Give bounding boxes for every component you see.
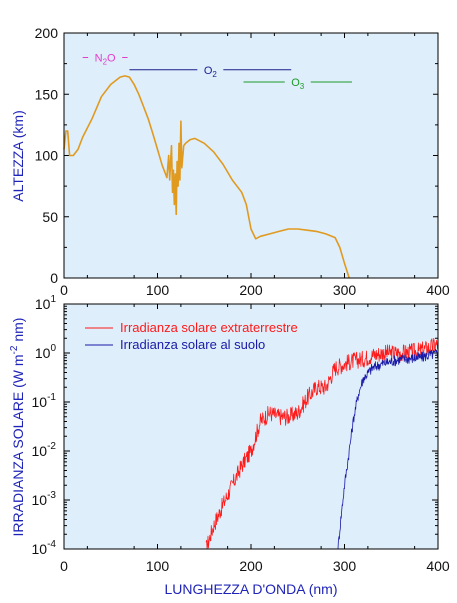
irradiance-y-label-part1: IRRADIANZA SOLARE (W m [10, 354, 26, 536]
tick-exponent: -2 [47, 441, 56, 452]
x-tick-label: 0 [60, 558, 68, 574]
altitude-series [63, 75, 350, 279]
annotation-label: O3 [291, 77, 305, 91]
extraterrestrial-irradiance-line [205, 337, 439, 550]
x-tick-label: 300 [333, 282, 357, 298]
annotation-subscript: 3 [300, 82, 305, 91]
tick-exponent: -3 [47, 490, 56, 501]
annotation-symbol: O [291, 77, 300, 89]
tick-base: 10 [32, 492, 48, 508]
y-tick-label: 100 [35, 343, 57, 361]
x-tick-label: 200 [239, 282, 263, 298]
ground-irradiance-line [337, 348, 439, 550]
x-tick-label: 300 [333, 558, 357, 574]
y-tick-label: 150 [35, 86, 59, 102]
annotation-subscript: 2 [212, 70, 217, 79]
annotation-label: O2 [204, 65, 218, 79]
x-tick-label: 100 [146, 558, 170, 574]
annotation-symbol: O [107, 53, 116, 65]
irradiance-y-label-sup: -2 [9, 345, 20, 354]
tick-exponent: 0 [50, 343, 56, 354]
irradiance-y-axis-label: IRRADIANZA SOLARE (W m-2 nm) [9, 318, 26, 537]
y-tick-label: 10-1 [32, 392, 57, 410]
legend: Irradianza solare extraterrestre Irradian… [85, 320, 298, 352]
altitude-plot-frame [63, 32, 439, 279]
legend-label: Irradianza solare extraterrestre [120, 320, 298, 335]
altitude-axis-ticks: 0 100 200 300 400 0 50 100 150 200 [35, 25, 450, 298]
irradiance-x-axis-label: LUNGHEZZA D'ONDA (nm) [164, 581, 337, 597]
x-tick-label: 0 [60, 282, 68, 298]
tick-base: 10 [35, 345, 51, 361]
altitude-y-axis-label: ALTEZZA (km) [10, 110, 26, 202]
y-tick-label: 10-2 [32, 441, 57, 459]
annotation-label: N2O [95, 53, 116, 67]
x-tick-label: 400 [426, 558, 450, 574]
tick-exponent: -1 [47, 392, 56, 403]
tick-base: 10 [35, 296, 51, 312]
annotation-symbol: N [95, 53, 103, 65]
tick-base: 10 [32, 394, 48, 410]
legend-label: Irradianza solare al suolo [120, 337, 265, 352]
y-tick-label: 10-3 [32, 490, 57, 508]
tick-base: 10 [32, 541, 48, 557]
tick-base: 10 [32, 443, 48, 459]
y-tick-label: 0 [50, 270, 58, 286]
tick-exponent: 1 [50, 294, 56, 305]
annotation-symbol: O [204, 65, 213, 77]
y-tick-label: 100 [35, 148, 59, 164]
altitude-line [63, 75, 350, 279]
y-tick-label: 50 [42, 209, 58, 225]
y-tick-label: 10-4 [32, 539, 57, 557]
irradiance-plot-area [64, 304, 438, 549]
y-tick-label: 101 [35, 294, 57, 312]
annotation-subscript: 2 [103, 58, 108, 67]
x-tick-label: 400 [426, 282, 450, 298]
irradiance-series [205, 337, 439, 550]
irradiance-y-label-part2: nm) [10, 318, 26, 346]
y-tick-label: 200 [35, 25, 59, 41]
altitude-plot-area [64, 33, 438, 278]
tick-exponent: -4 [47, 539, 56, 550]
x-tick-label: 200 [239, 558, 263, 574]
irradiance-plot-frame [63, 303, 439, 550]
x-tick-label: 100 [146, 282, 170, 298]
